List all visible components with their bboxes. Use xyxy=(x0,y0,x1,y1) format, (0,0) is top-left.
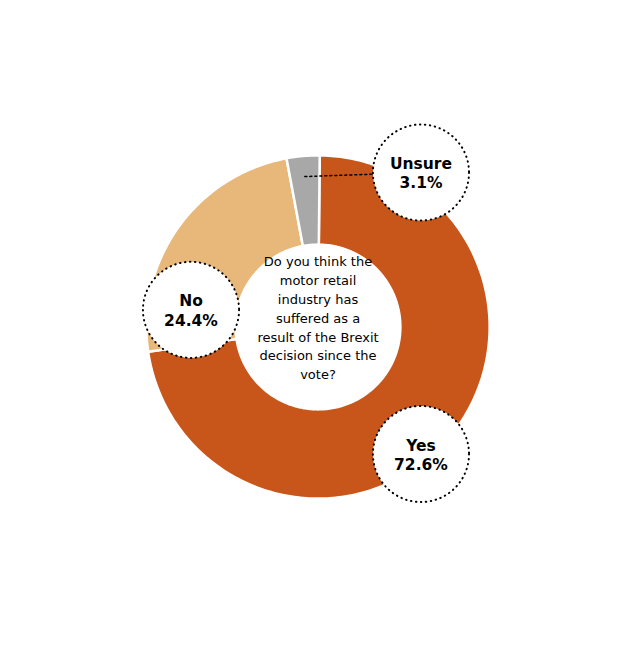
svg-text:No24.4%: No24.4% xyxy=(164,292,218,329)
svg-text:Do you think themotor retailin: Do you think themotor retailindustry has… xyxy=(257,254,378,382)
svg-text:Yes72.6%: Yes72.6% xyxy=(394,437,448,474)
svg-text:Unsure3.1%: Unsure3.1% xyxy=(390,155,452,192)
